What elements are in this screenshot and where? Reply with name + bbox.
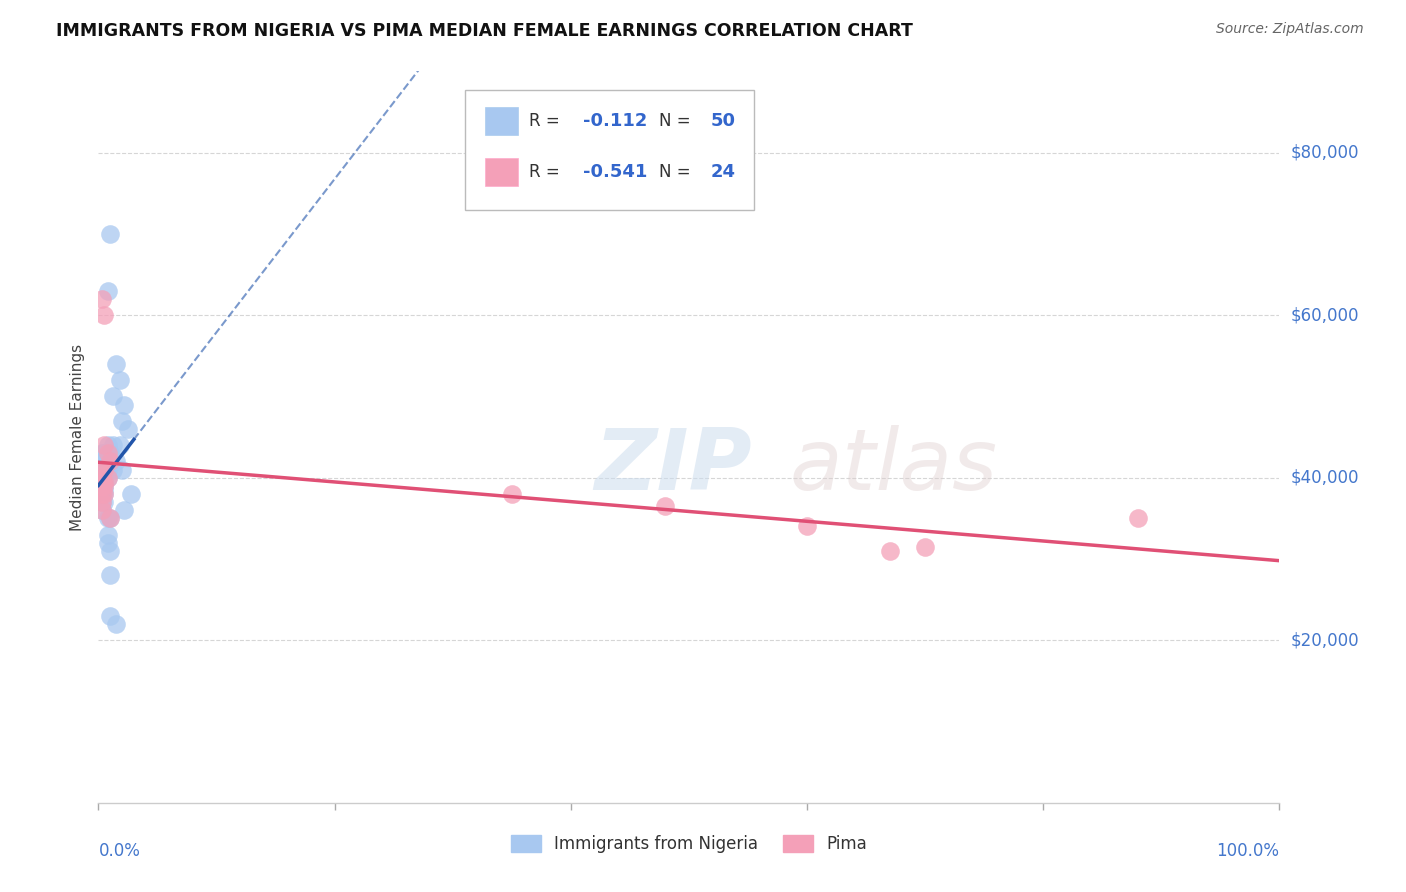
- Point: [91, 503, 114, 517]
- Point: [97, 284, 120, 298]
- Point: [93, 475, 115, 489]
- Point: [796, 519, 818, 533]
- Point: [93, 495, 115, 509]
- Point: [112, 398, 135, 412]
- Point: [1126, 511, 1149, 525]
- Point: [93, 467, 115, 481]
- Point: [97, 454, 120, 468]
- Point: [91, 475, 114, 489]
- Point: [91, 495, 114, 509]
- Point: [97, 471, 120, 485]
- Bar: [485, 107, 517, 135]
- Point: [93, 483, 115, 497]
- Point: [97, 471, 120, 485]
- Point: [97, 458, 120, 473]
- Point: [93, 438, 115, 452]
- Point: [98, 544, 121, 558]
- Point: [91, 479, 114, 493]
- Point: [93, 487, 115, 501]
- Text: 100.0%: 100.0%: [1216, 842, 1279, 860]
- Point: [91, 462, 114, 476]
- Point: [879, 544, 901, 558]
- Point: [101, 438, 124, 452]
- Text: Source: ZipAtlas.com: Source: ZipAtlas.com: [1216, 22, 1364, 37]
- Point: [914, 540, 936, 554]
- Y-axis label: Median Female Earnings: Median Female Earnings: [69, 343, 84, 531]
- Point: [98, 568, 121, 582]
- Point: [97, 527, 120, 541]
- Point: [108, 438, 131, 452]
- FancyBboxPatch shape: [464, 90, 754, 211]
- Text: N =: N =: [659, 163, 696, 181]
- Point: [117, 422, 139, 436]
- Text: $60,000: $60,000: [1291, 306, 1360, 324]
- Point: [98, 511, 121, 525]
- Point: [91, 495, 114, 509]
- Point: [105, 617, 128, 632]
- Point: [101, 389, 124, 403]
- Point: [91, 446, 114, 460]
- Point: [105, 454, 128, 468]
- Text: $20,000: $20,000: [1291, 632, 1360, 649]
- Point: [97, 511, 120, 525]
- Text: ZIP: ZIP: [595, 425, 752, 508]
- Text: atlas: atlas: [789, 425, 997, 508]
- Point: [91, 462, 114, 476]
- Text: R =: R =: [530, 163, 565, 181]
- Legend: Immigrants from Nigeria, Pima: Immigrants from Nigeria, Pima: [510, 835, 868, 853]
- Point: [108, 373, 131, 387]
- Point: [93, 446, 115, 460]
- Text: $80,000: $80,000: [1291, 144, 1360, 161]
- Point: [93, 475, 115, 489]
- Point: [91, 292, 114, 306]
- Point: [105, 357, 128, 371]
- Point: [91, 487, 114, 501]
- Point: [111, 414, 134, 428]
- Point: [91, 503, 114, 517]
- Point: [91, 487, 114, 501]
- Point: [654, 499, 676, 513]
- Point: [98, 227, 121, 241]
- Point: [91, 454, 114, 468]
- Point: [93, 458, 115, 473]
- Point: [93, 471, 115, 485]
- Text: 24: 24: [710, 163, 735, 181]
- Point: [101, 462, 124, 476]
- Point: [97, 438, 120, 452]
- Text: -0.541: -0.541: [582, 163, 647, 181]
- Point: [111, 462, 134, 476]
- Point: [93, 454, 115, 468]
- Text: N =: N =: [659, 112, 696, 130]
- Point: [98, 608, 121, 623]
- Point: [93, 308, 115, 322]
- Point: [501, 487, 523, 501]
- Text: 0.0%: 0.0%: [98, 842, 141, 860]
- Point: [98, 511, 121, 525]
- Point: [91, 471, 114, 485]
- Bar: [485, 159, 517, 186]
- Text: 50: 50: [710, 112, 735, 130]
- Point: [91, 467, 114, 481]
- Point: [98, 446, 121, 460]
- Point: [93, 479, 115, 493]
- Point: [93, 479, 115, 493]
- Point: [93, 462, 115, 476]
- Point: [97, 446, 120, 460]
- Point: [93, 487, 115, 501]
- Point: [98, 454, 121, 468]
- Point: [91, 475, 114, 489]
- Text: IMMIGRANTS FROM NIGERIA VS PIMA MEDIAN FEMALE EARNINGS CORRELATION CHART: IMMIGRANTS FROM NIGERIA VS PIMA MEDIAN F…: [56, 22, 912, 40]
- Point: [91, 471, 114, 485]
- Point: [121, 487, 143, 501]
- Point: [97, 535, 120, 549]
- Text: R =: R =: [530, 112, 565, 130]
- Point: [91, 479, 114, 493]
- Point: [91, 483, 114, 497]
- Text: $40,000: $40,000: [1291, 468, 1360, 487]
- Point: [97, 462, 120, 476]
- Point: [112, 503, 135, 517]
- Text: -0.112: -0.112: [582, 112, 647, 130]
